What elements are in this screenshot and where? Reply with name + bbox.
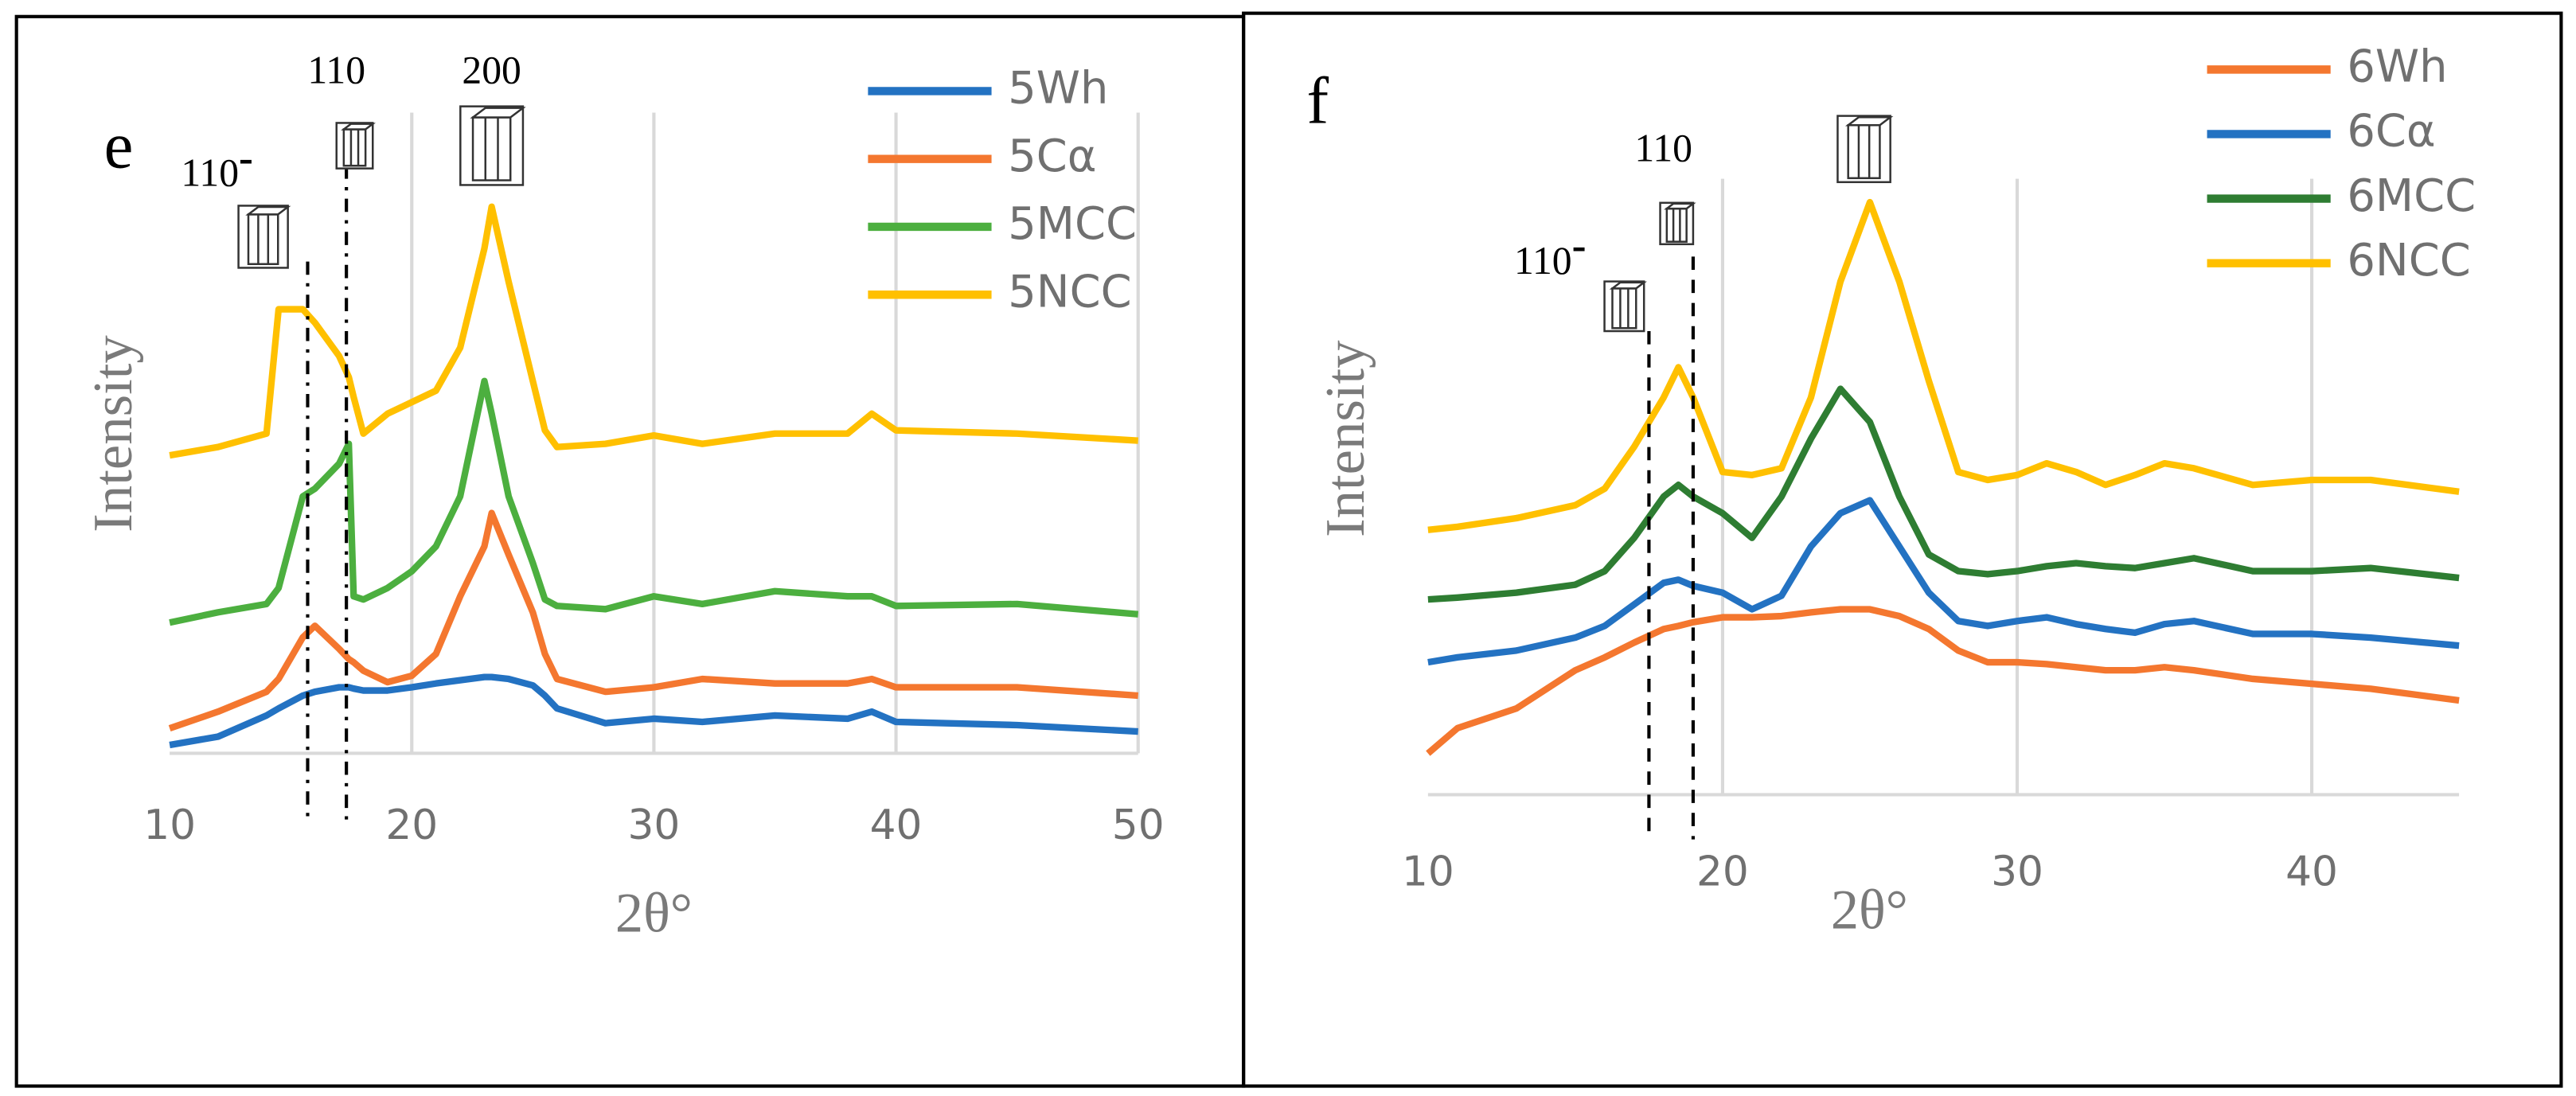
y-axis-label: Intensity — [1314, 340, 1376, 536]
icon-part — [1844, 116, 1894, 127]
legend-label: 6NCC — [2347, 235, 2470, 287]
icon-part — [247, 213, 279, 266]
series-line — [1427, 385, 2460, 603]
series-line — [1427, 497, 2460, 666]
panel-letter: e — [104, 108, 134, 181]
annotation-label: 200 — [462, 49, 521, 92]
icon-part — [341, 123, 376, 131]
x-tick-label: 30 — [1991, 848, 2043, 895]
legend-label: 5MCC — [1008, 198, 1137, 250]
series-line — [169, 673, 1138, 749]
annotation-label: 110- — [181, 134, 253, 195]
crystal-icon — [1603, 280, 1647, 333]
icon-part — [471, 116, 512, 181]
panel-letter: f — [1306, 64, 1329, 137]
x-axis-label: 2θ° — [615, 882, 693, 944]
icon-part — [1847, 124, 1881, 180]
series-line — [1426, 606, 2460, 756]
x-tick-label: 20 — [385, 802, 438, 849]
x-tick-label: 10 — [1402, 848, 1454, 895]
annotation-label: 110 — [307, 49, 365, 92]
legend-label: 5Cα — [1008, 131, 1096, 182]
x-tick-label: 10 — [143, 802, 196, 849]
x-tick-label: 40 — [2285, 848, 2338, 895]
icon-part — [1609, 281, 1647, 290]
crystal-icon — [237, 205, 291, 269]
legend-label: 5Wh — [1008, 62, 1108, 114]
crystal-icon — [459, 105, 526, 186]
annotation-text: 110 — [307, 49, 365, 92]
x-tick-label: 30 — [628, 802, 681, 849]
crystal-icon — [1836, 115, 1894, 184]
legend-label: 6Wh — [2347, 41, 2447, 92]
series-line — [169, 377, 1139, 626]
annotation-label: 110- — [1514, 221, 1587, 283]
annotation-text: 110 — [1634, 127, 1692, 170]
x-tick-label: 20 — [1696, 848, 1749, 895]
series-line — [169, 203, 1138, 459]
x-tick-label: 40 — [870, 802, 923, 849]
series-line — [1427, 198, 2460, 533]
crystal-icon — [1659, 201, 1696, 246]
icon-part — [1611, 287, 1637, 330]
icon-part — [1665, 207, 1688, 243]
x-axis-label: 2θ° — [1831, 879, 1908, 941]
icon-part — [342, 128, 367, 167]
annotation-superscript: - — [239, 134, 253, 181]
annotation-superscript: - — [1572, 221, 1587, 269]
icon-part — [1664, 202, 1696, 210]
annotation-text: 110 — [181, 151, 239, 195]
annotation-label: 110 — [1634, 127, 1692, 170]
x-tick-label: 50 — [1112, 802, 1165, 849]
annotation-text: 200 — [462, 49, 521, 92]
legend-label: 6Cα — [2347, 106, 2435, 158]
panel-frame — [1242, 11, 2563, 1088]
crystal-icon — [335, 122, 376, 170]
legend-label: 6MCC — [2347, 170, 2476, 222]
legend-label: 5NCC — [1008, 266, 1131, 318]
y-axis-label: Intensity — [82, 335, 144, 532]
annotation-text: 110 — [1514, 239, 1572, 283]
series-line — [168, 509, 1138, 731]
